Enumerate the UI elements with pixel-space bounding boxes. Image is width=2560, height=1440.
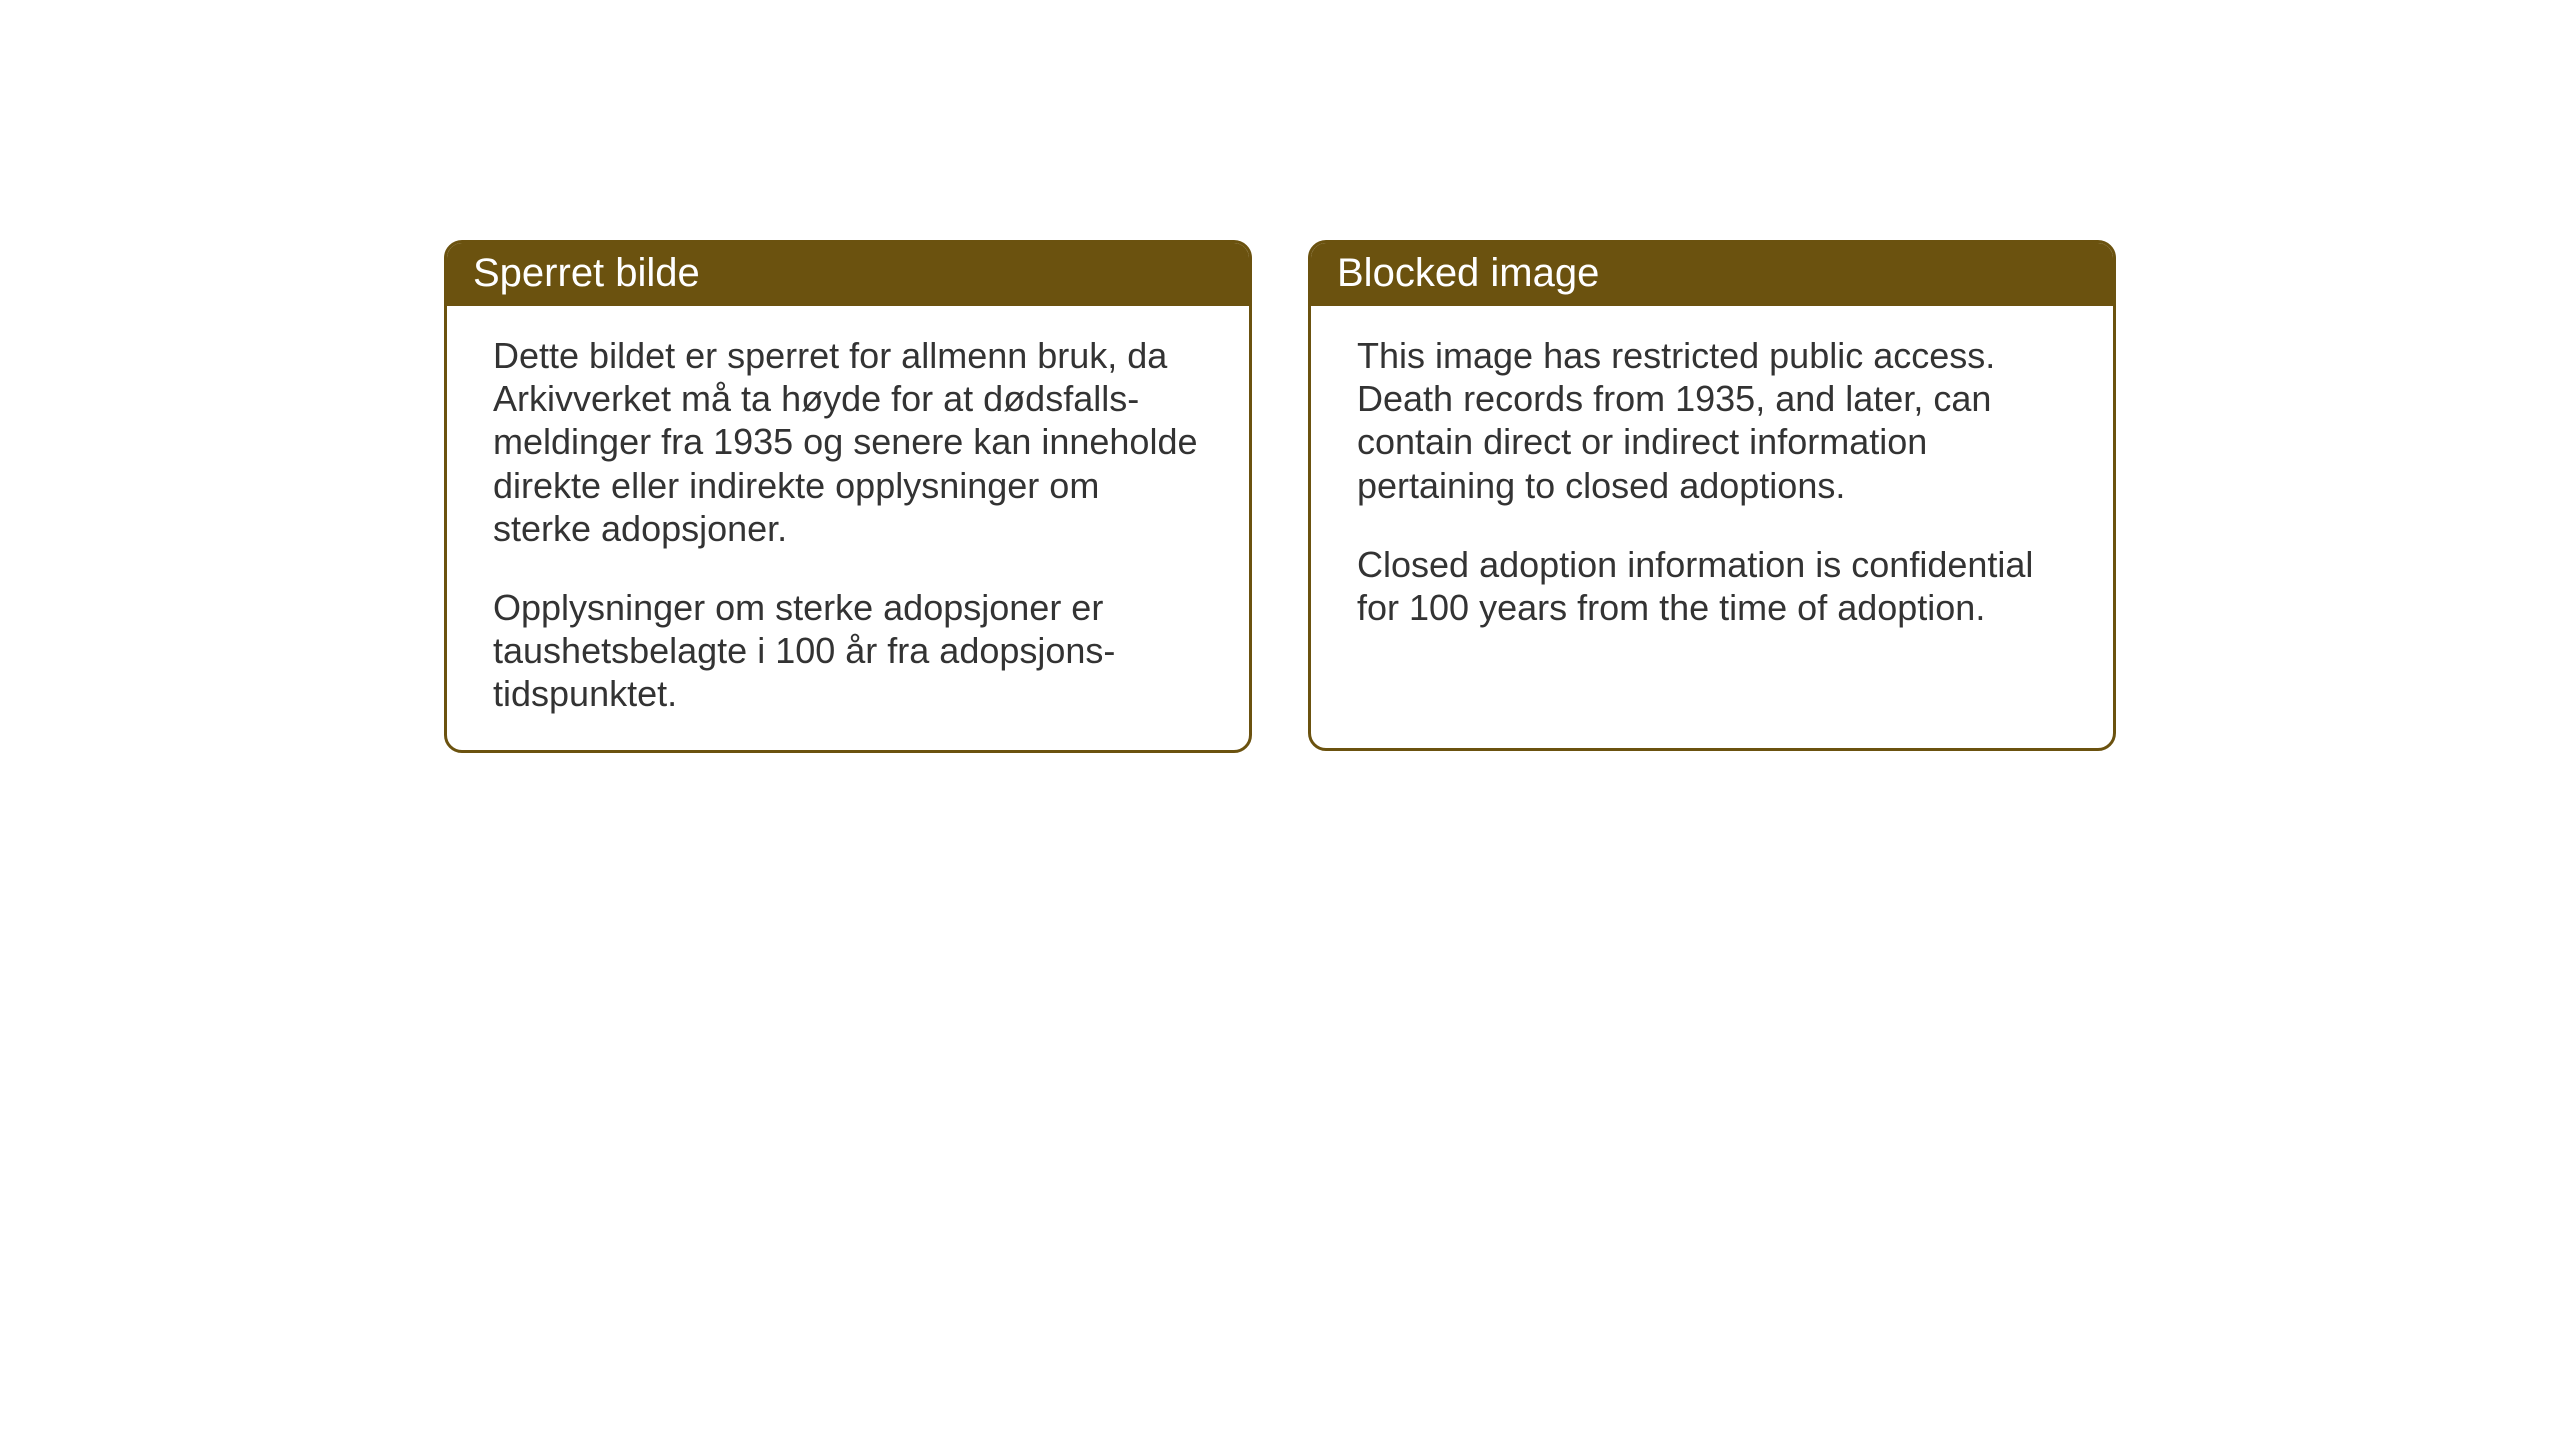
english-notice-card: Blocked image This image has restricted … xyxy=(1308,240,2116,751)
english-paragraph-1: This image has restricted public access.… xyxy=(1357,334,2067,507)
norwegian-paragraph-2: Opplysninger om sterke adopsjoner er tau… xyxy=(493,586,1203,716)
notice-container: Sperret bilde Dette bildet er sperret fo… xyxy=(444,240,2116,753)
norwegian-notice-card: Sperret bilde Dette bildet er sperret fo… xyxy=(444,240,1252,753)
english-paragraph-2: Closed adoption information is confident… xyxy=(1357,543,2067,629)
norwegian-paragraph-1: Dette bildet er sperret for allmenn bruk… xyxy=(493,334,1203,550)
norwegian-card-body: Dette bildet er sperret for allmenn bruk… xyxy=(447,306,1249,750)
english-card-title: Blocked image xyxy=(1311,243,2113,306)
norwegian-card-title: Sperret bilde xyxy=(447,243,1249,306)
english-card-body: This image has restricted public access.… xyxy=(1311,306,2113,663)
